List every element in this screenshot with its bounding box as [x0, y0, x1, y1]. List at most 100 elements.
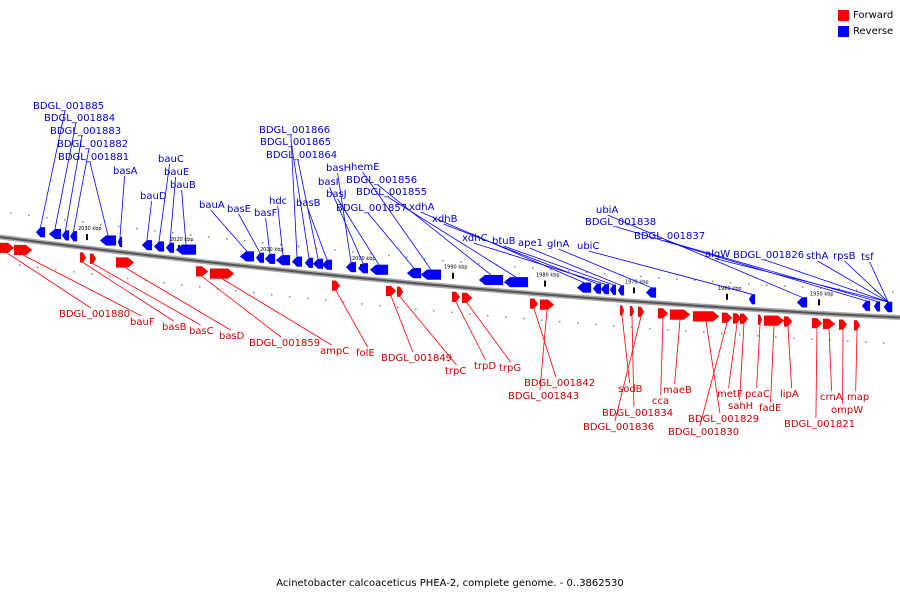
tick-dot	[100, 223, 102, 226]
gene-label-reverse: BDGL_001838	[585, 217, 656, 228]
tick-dot	[226, 238, 228, 240]
tick-dot	[325, 299, 327, 302]
tick-dot	[316, 247, 318, 250]
gene-label-reverse: bauC	[158, 154, 184, 165]
legend-item-reverse: Reverse	[838, 24, 893, 38]
gene-label-reverse: BDGL_001864	[266, 150, 337, 161]
chromosome-axis	[0, 235, 900, 319]
tick-dot	[19, 264, 21, 266]
gene-connector-reverse	[290, 134, 298, 257]
gene-connector-reverse	[817, 260, 889, 303]
gene-connector-forward	[728, 323, 738, 389]
gene-label-reverse: bauB	[170, 180, 196, 191]
gene-label-reverse: glnA	[547, 239, 569, 250]
tick-dot	[28, 214, 30, 217]
gene-arrow-forward	[331, 280, 341, 291]
gene-arrow-forward	[13, 244, 33, 256]
gene-connector-reverse	[181, 189, 187, 245]
tick-dot	[739, 333, 741, 336]
tick-dot	[478, 262, 480, 265]
tick-dot	[694, 279, 696, 281]
gene-arrow-forward	[79, 252, 87, 263]
tick-dot	[730, 281, 732, 284]
gene-arrow-reverse	[35, 226, 46, 238]
scale-tick	[544, 280, 546, 287]
tick-dot	[127, 277, 129, 280]
gene-arrow-reverse	[600, 283, 610, 295]
gene-connector-forward	[124, 267, 231, 331]
tick-dot	[523, 317, 525, 320]
gene-arrow-reverse	[796, 297, 808, 308]
tick-dot	[775, 336, 777, 338]
gene-connector-forward	[631, 316, 635, 408]
gene-arrow-forward	[669, 309, 691, 320]
gene-connector-forward	[539, 309, 548, 391]
tick-dot	[442, 259, 444, 262]
gene-label-reverse: BDGL_001885	[33, 101, 104, 112]
gene-label-reverse: BDGL_001865	[260, 137, 331, 148]
tick-dot	[244, 240, 246, 242]
gene-arrow-reverse	[61, 230, 70, 241]
gene-arrow-forward	[692, 311, 720, 322]
scale-tick	[86, 234, 88, 241]
tick-dot	[379, 304, 381, 307]
gene-arrow-forward	[732, 313, 742, 324]
tick-dot	[10, 212, 12, 214]
gene-label-reverse: algW	[705, 249, 730, 260]
gene-arrow-forward	[721, 312, 733, 323]
scale-label: 1970 kbp	[625, 279, 649, 285]
gene-connector-reverse	[158, 163, 170, 242]
gene-label-forward: basD	[219, 331, 245, 342]
chromosome-axis-shadow	[0, 234, 900, 321]
gene-connector-forward	[221, 278, 332, 346]
tick-dot	[604, 273, 606, 275]
tick-dot	[847, 340, 849, 342]
tick-dot	[235, 290, 237, 292]
gene-label-forward: BDGL_001829	[688, 414, 759, 425]
tick-dot	[415, 308, 417, 310]
gene-connector-reverse	[329, 186, 364, 264]
gene-arrow-reverse	[478, 274, 504, 286]
gene-arrow-reverse	[645, 287, 657, 298]
gene-arrow-reverse	[264, 253, 276, 265]
tick-dot	[352, 251, 354, 253]
gene-connector-reverse	[291, 146, 310, 258]
gene-arrow-forward	[811, 317, 823, 329]
gene-arrow-reverse	[357, 263, 369, 274]
tick-dot	[865, 341, 867, 343]
gene-connector-forward	[756, 324, 761, 389]
gene-label-forward: fadE	[759, 403, 781, 414]
gene-label-reverse: bauE	[164, 167, 189, 178]
gene-arrow-forward	[461, 292, 473, 304]
gene-label-forward: BDGL_001859	[249, 338, 320, 349]
gene-arrow-reverse	[748, 294, 756, 305]
gene-label-reverse: BDGL_001881	[58, 152, 129, 163]
tick-dot	[190, 234, 192, 236]
gene-label-forward: BDGL_001842	[524, 378, 595, 389]
gene-label-reverse: ubiC	[577, 241, 599, 252]
gene-label-forward: BDGL_001880	[59, 309, 130, 320]
tick-dot	[802, 286, 804, 288]
scale-tick	[726, 293, 728, 300]
gene-label-forward: cca	[652, 396, 669, 407]
gene-connector-reverse	[764, 259, 889, 303]
gene-arrow-reverse	[609, 284, 617, 296]
tick-dot	[541, 319, 543, 321]
gene-label-forward: crnA	[820, 392, 843, 403]
tick-dot	[856, 289, 858, 291]
gene-label-reverse: tsf	[861, 252, 874, 263]
gene-label-forward: BDGL_001836	[583, 422, 654, 433]
gene-label-reverse: hdc	[269, 196, 287, 207]
scale-label: 2020 kbp	[170, 237, 194, 243]
gene-label-forward: metF	[717, 389, 743, 400]
gene-arrow-reverse	[117, 236, 123, 248]
gene-label-reverse: BDGL_001857	[336, 203, 407, 214]
gene-label-reverse: BDGL_001856	[346, 175, 417, 186]
gene-arrow-forward	[739, 313, 749, 325]
gene-connector-reverse	[337, 172, 352, 263]
gene-arrow-forward	[619, 305, 625, 316]
gene-label-reverse: btuB	[492, 236, 516, 247]
scale-label: 1980 kbp	[536, 273, 560, 279]
gene-connector-forward	[674, 319, 681, 385]
tick-dot	[712, 280, 714, 283]
